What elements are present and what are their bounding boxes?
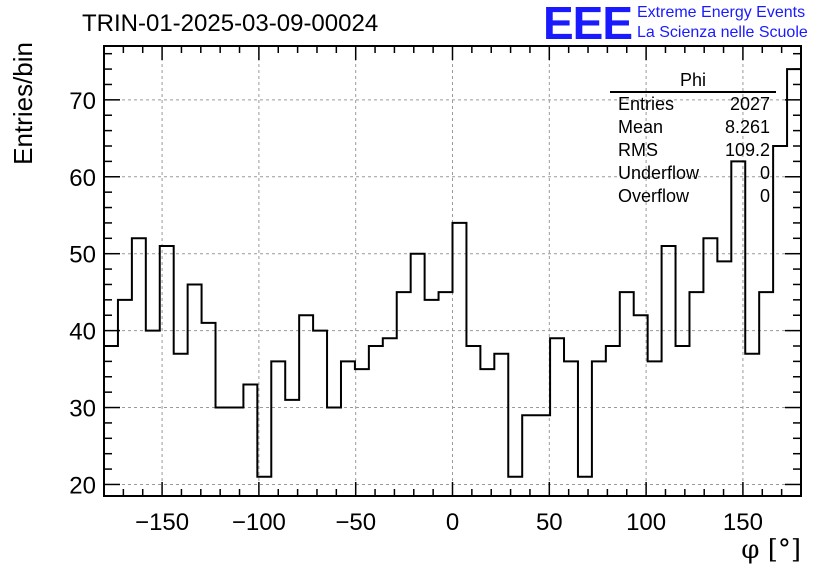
y-tick-label: 50 — [69, 242, 96, 269]
histogram-step-line — [104, 68, 801, 478]
histogram-bin — [703, 238, 717, 496]
stats-row-mean: Mean 8.261 — [610, 116, 776, 139]
stats-label: Entries — [618, 94, 675, 114]
histogram-bin — [355, 369, 369, 496]
stats-label: RMS — [618, 140, 658, 160]
histogram-bin — [564, 361, 578, 496]
histogram-bin — [634, 315, 648, 496]
logo-text-line2: La Scienza nelle Scuole — [637, 24, 808, 41]
histogram-bin — [425, 300, 439, 496]
histogram-bin — [662, 246, 676, 496]
x-tick-label: 100 — [626, 509, 666, 536]
histogram-bin — [606, 346, 620, 496]
histogram-bin — [480, 369, 494, 496]
histogram-bin — [313, 331, 327, 496]
stats-value: 0 — [759, 186, 770, 206]
x-tick-label: −100 — [232, 509, 286, 536]
histogram-bin — [731, 161, 745, 496]
histogram-bin — [745, 354, 759, 496]
x-axis-label: φ [°] — [741, 535, 801, 565]
stats-label: Overflow — [618, 186, 690, 206]
stats-label: Underflow — [618, 163, 700, 183]
histogram-bin — [759, 292, 773, 496]
histogram-bin — [689, 292, 703, 496]
histogram-bin — [397, 292, 411, 496]
y-tick-label: 20 — [69, 472, 96, 499]
stats-value: 0 — [759, 163, 770, 183]
y-tick-label: 70 — [69, 88, 96, 115]
histogram-bin — [676, 346, 690, 496]
histogram-bin — [104, 346, 118, 496]
histogram-bin — [327, 408, 341, 496]
histogram-bin — [229, 408, 243, 496]
histogram-bin — [271, 361, 285, 496]
histogram-bin — [717, 261, 731, 496]
histogram-bin — [648, 361, 662, 496]
stats-value: 109.2 — [724, 140, 770, 160]
y-axis-label: Entries/bin — [8, 42, 38, 165]
stats-box: Phi Entries 2027 Mean 8.261 RMS 109.2 Un… — [610, 70, 776, 208]
histogram-bin — [578, 477, 592, 496]
histogram-bin — [285, 400, 299, 496]
histogram-bin — [202, 323, 216, 496]
stats-value: 2027 — [729, 94, 770, 114]
histogram-bin — [522, 415, 536, 496]
histogram-bin — [550, 338, 564, 496]
stats-row-underflow: Underflow 0 — [610, 162, 776, 185]
stats-value: 8.261 — [724, 117, 770, 137]
histogram-bin — [299, 315, 313, 496]
histogram-bin — [146, 331, 160, 496]
histogram-bin — [118, 300, 132, 496]
histogram-bin — [216, 408, 230, 496]
logo-text-line1: Extreme Energy Events — [637, 4, 806, 21]
stats-row-overflow: Overflow 0 — [610, 185, 776, 208]
x-tick-label: −50 — [335, 509, 376, 536]
histogram-bin — [592, 361, 606, 496]
histogram-bin — [132, 238, 146, 496]
y-tick-label: 30 — [69, 396, 96, 423]
stats-row-entries: Entries 2027 — [610, 93, 776, 116]
x-tick-label: 50 — [536, 509, 563, 536]
histogram-bin — [411, 254, 425, 496]
chart-title: TRIN-01-2025-03-09-00024 — [82, 10, 379, 37]
stats-row-rms: RMS 109.2 — [610, 139, 776, 162]
histogram-bin — [536, 415, 550, 496]
histogram-bin — [439, 292, 453, 496]
histogram-bin — [466, 346, 480, 496]
y-tick-label: 40 — [69, 319, 96, 346]
x-tick-label: 150 — [723, 509, 763, 536]
histogram-bin — [383, 338, 397, 496]
histogram-bin — [453, 223, 467, 496]
eee-logo: EEE — [543, 0, 633, 49]
histogram-bin — [494, 354, 508, 496]
stats-label: Mean — [618, 117, 664, 137]
x-tick-label: −150 — [135, 509, 189, 536]
histogram-bin — [369, 346, 383, 496]
histogram-bin — [188, 284, 202, 496]
histogram-bin — [620, 292, 634, 496]
histogram-bin — [243, 384, 257, 496]
histogram-bin — [160, 246, 174, 496]
histogram-bin — [787, 69, 801, 496]
x-tick-label: 0 — [446, 509, 459, 536]
stats-title: Phi — [610, 70, 776, 93]
histogram-bin — [341, 361, 355, 496]
y-tick-label: 60 — [69, 165, 96, 192]
histogram-bin — [174, 354, 188, 496]
